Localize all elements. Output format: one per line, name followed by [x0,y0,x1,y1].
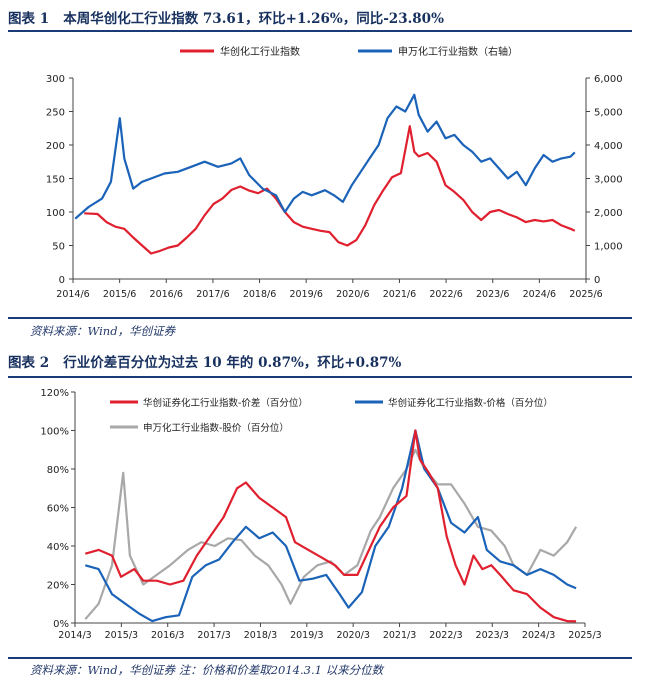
series-line-price-percentile [84,429,577,623]
y-left-tick-label: 150 [46,175,65,186]
x-tick-label: 2020/6 [336,289,369,300]
y-right-tick-label: 5,000 [594,108,623,119]
y-left-tick-label: 300 [46,74,65,85]
y-left-tick-label: 100 [46,208,65,219]
x-tick-label: 2021/6 [383,289,416,300]
x-tick-label: 2019/3 [290,630,323,641]
x-tick-label: 2016/6 [150,289,183,300]
legend-label: 申万化工行业指数-股价（百分位） [143,422,289,434]
y-tick-label: 0% [53,619,69,630]
x-tick-label: 2017/6 [196,289,229,300]
y-right-tick-label: 0 [594,275,600,286]
figure2-source: 资料来源：Wind，华创证券 注：价格和价差取2014.3.1 以来分位数 [30,663,384,677]
y-tick-label: 40% [47,542,69,553]
figure1-label: 图表 1 [8,11,50,27]
x-tick-label: 2024/3 [522,630,555,641]
x-tick-label: 2022/3 [429,630,462,641]
y-right-tick-label: 6,000 [594,74,623,85]
y-left-tick-label: 200 [46,141,65,152]
series-line-shenwan-index [74,93,576,220]
x-tick-label: 2018/6 [243,289,276,300]
x-tick-label: 2014/3 [58,630,91,641]
figure2-top-rule [8,376,632,378]
series-line-spread-percentile [84,429,577,623]
figure1-source: 资料来源：Wind，华创证券 [30,324,176,338]
y-right-tick-label: 2,000 [594,208,623,219]
x-tick-label: 2022/6 [429,289,462,300]
figure2-title: 图表 2 行业价差百分位为过去 10 年的 0.87%，环比+0.87% [8,351,401,371]
figure1-title-text: 本周华创化工行业指数 73.61，环比+1.26%，同比-23.80% [63,11,444,27]
x-tick-label: 2014/6 [56,289,89,300]
x-tick-label: 2020/3 [336,630,369,641]
y-left-tick-label: 250 [46,108,65,119]
figure2-bottom-rule [8,657,632,659]
x-tick-label: 2023/3 [476,630,509,641]
x-tick-label: 2019/6 [289,289,322,300]
figure1-bottom-rule [8,317,632,319]
x-tick-label: 2023/6 [476,289,509,300]
legend-label: 申万化工行业指数（右轴） [398,45,518,58]
y-tick-label: 120% [40,388,69,399]
x-tick-label: 2021/3 [383,630,416,641]
y-tick-label: 80% [47,465,69,476]
x-tick-label: 2016/3 [151,630,184,641]
legend-label: 华创证券化工行业指数-价差（百分位） [143,397,308,409]
legend-label: 华创证券化工行业指数-价格（百分位） [388,397,553,409]
y-tick-label: 100% [40,427,69,438]
y-right-tick-label: 1,000 [594,242,623,253]
chart-2: 0% 20% 40% 60% 80% 100% 120% 2014/3 2015/3 2016/3… [40,388,601,641]
x-tick-label: 2015/3 [105,630,138,641]
x-tick-label: 2025/3 [568,630,601,641]
chart-1: 0 50 100 150 200 250 300 0 1,000 2,000 3,000 4,000 5… [46,45,623,300]
figure1-top-rule [8,30,632,32]
series-line-huachuang-index [84,125,576,255]
series-line-stock-percentile [84,448,578,620]
figure2-title-text: 行业价差百分位为过去 10 年的 0.87%，环比+0.87% [63,355,402,371]
y-tick-label: 60% [47,504,69,515]
x-tick-label: 2018/3 [244,630,277,641]
x-tick-label: 2025/6 [569,289,602,300]
y-right-tick-label: 4,000 [594,141,623,152]
x-tick-label: 2017/3 [197,630,230,641]
y-tick-label: 20% [47,581,69,592]
y-left-tick-label: 50 [52,242,65,253]
legend-label: 华创化工行业指数 [220,45,300,58]
x-tick-label: 2015/6 [103,289,136,300]
y-left-tick-label: 0 [59,275,65,286]
figure1-title: 图表 1 本周华创化工行业指数 73.61，环比+1.26%，同比-23.80% [8,7,444,27]
figure2-label: 图表 2 [8,355,50,371]
x-tick-label: 2024/6 [523,289,556,300]
y-right-tick-label: 3,000 [594,175,623,186]
